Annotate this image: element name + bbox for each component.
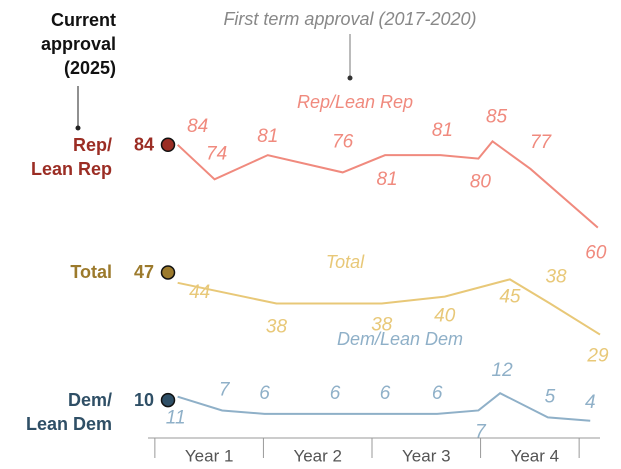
data-label: 7 [475, 421, 487, 442]
data-label: 6 [330, 383, 341, 404]
data-label: 5 [545, 386, 556, 407]
series-name: Dem/Lean Dem [337, 329, 463, 349]
data-label: 60 [585, 243, 607, 264]
current-label: Current approval (2025) [40, 10, 116, 78]
data-label: 6 [259, 383, 270, 404]
series-name: Total [326, 252, 365, 272]
x-tick-label: Year 3 [402, 446, 451, 465]
series-side-label: Rep/ Lean Rep [30, 134, 112, 179]
data-label: 84 [187, 116, 208, 137]
x-tick-label: Year 1 [185, 446, 234, 465]
data-label: 40 [434, 306, 456, 327]
data-label: 29 [586, 346, 609, 367]
data-label: 81 [376, 169, 397, 190]
current-dot [160, 265, 176, 280]
chart-title: First term approval (2017-2020) [223, 9, 476, 29]
current-dot [160, 137, 176, 153]
current-value: 10 [134, 390, 154, 410]
series-line [177, 278, 601, 336]
data-label: 7 [219, 379, 231, 400]
current-value: 47 [134, 262, 154, 282]
x-tick-label: Year 4 [511, 446, 560, 465]
current-value: 84 [134, 135, 154, 155]
pointer-dot [75, 125, 81, 131]
data-label: 38 [371, 315, 393, 336]
pointer-dot [347, 75, 353, 81]
data-label: 81 [257, 126, 278, 147]
series-side-label: Total [70, 262, 112, 283]
series-line [177, 392, 591, 422]
x-tick-label: Year 2 [293, 446, 342, 465]
data-label: 81 [432, 120, 453, 141]
data-label: 80 [470, 172, 492, 193]
data-label: 12 [492, 360, 514, 381]
data-label: 38 [545, 267, 567, 288]
data-label: 6 [432, 383, 443, 404]
data-label: 76 [332, 131, 354, 152]
series-side-label: Dem/ Lean Dem [25, 390, 112, 435]
current-dot [160, 392, 176, 408]
data-label: 11 [166, 408, 186, 429]
series-name: Rep/Lean Rep [297, 92, 413, 112]
data-label: 85 [486, 106, 508, 127]
data-label: 4 [585, 392, 596, 413]
data-label: 38 [266, 317, 288, 338]
data-label: 44 [189, 282, 210, 303]
data-label: 77 [530, 132, 553, 153]
data-label: 74 [206, 143, 227, 164]
data-label: 45 [499, 286, 521, 307]
series-line [176, 139, 599, 229]
data-label: 6 [380, 383, 391, 404]
